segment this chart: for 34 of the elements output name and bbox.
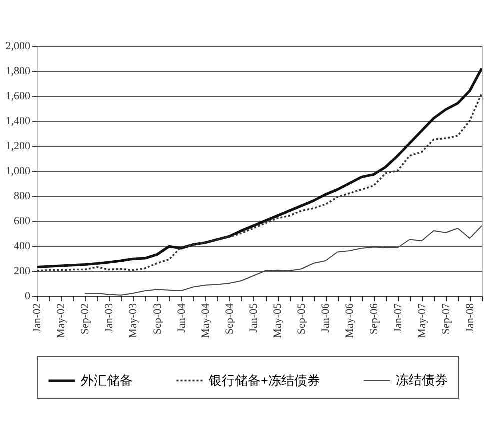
- x-tick-label: Jan-08: [464, 303, 476, 333]
- x-tick-label: May-04: [200, 303, 212, 338]
- x-tick-label: May-02: [56, 304, 68, 338]
- x-tick-label: May-07: [416, 303, 428, 338]
- x-tick-label: Sep-04: [224, 303, 236, 335]
- x-tick-label: Sep-05: [296, 303, 308, 335]
- x-tick-label: Sep-06: [368, 303, 380, 335]
- x-tick-label: Sep-03: [152, 303, 164, 335]
- y-tick-label: 800: [14, 190, 31, 202]
- y-tick-label: 1,400: [6, 116, 31, 128]
- line-series: [84, 226, 482, 296]
- x-tick-label: Jan-02: [32, 304, 44, 333]
- y-tick-label: 1,600: [6, 90, 31, 102]
- y-tick-label: 2,000: [6, 40, 31, 52]
- x-tick-label: Jan-03: [104, 303, 116, 333]
- legend-label: 冻结债券: [396, 372, 448, 388]
- y-tick-label: 400: [14, 240, 31, 252]
- x-tick-label: Jan-05: [248, 303, 260, 333]
- y-tick-label: 1,800: [6, 66, 31, 78]
- legend-label: 银行储备+冻结债券: [208, 372, 320, 388]
- x-tick-label: Sep-02: [80, 304, 92, 335]
- y-tick-label: 1,200: [6, 140, 31, 152]
- x-tick-label: Sep-07: [440, 303, 452, 335]
- y-tick-label: 0: [25, 290, 31, 302]
- y-tick-label: 1,000: [6, 166, 31, 178]
- y-tick-label: 600: [14, 216, 31, 228]
- x-tick-label: Jan-06: [320, 303, 332, 333]
- x-tick-label: Jan-07: [392, 303, 404, 333]
- legend-label: 外汇储备: [81, 373, 133, 388]
- y-tick-label: 200: [14, 266, 31, 278]
- x-tick-label: May-03: [128, 303, 140, 338]
- x-tick-label: May-06: [344, 303, 356, 338]
- x-tick-label: May-05: [272, 303, 284, 338]
- x-tick-label: Jan-04: [176, 303, 188, 333]
